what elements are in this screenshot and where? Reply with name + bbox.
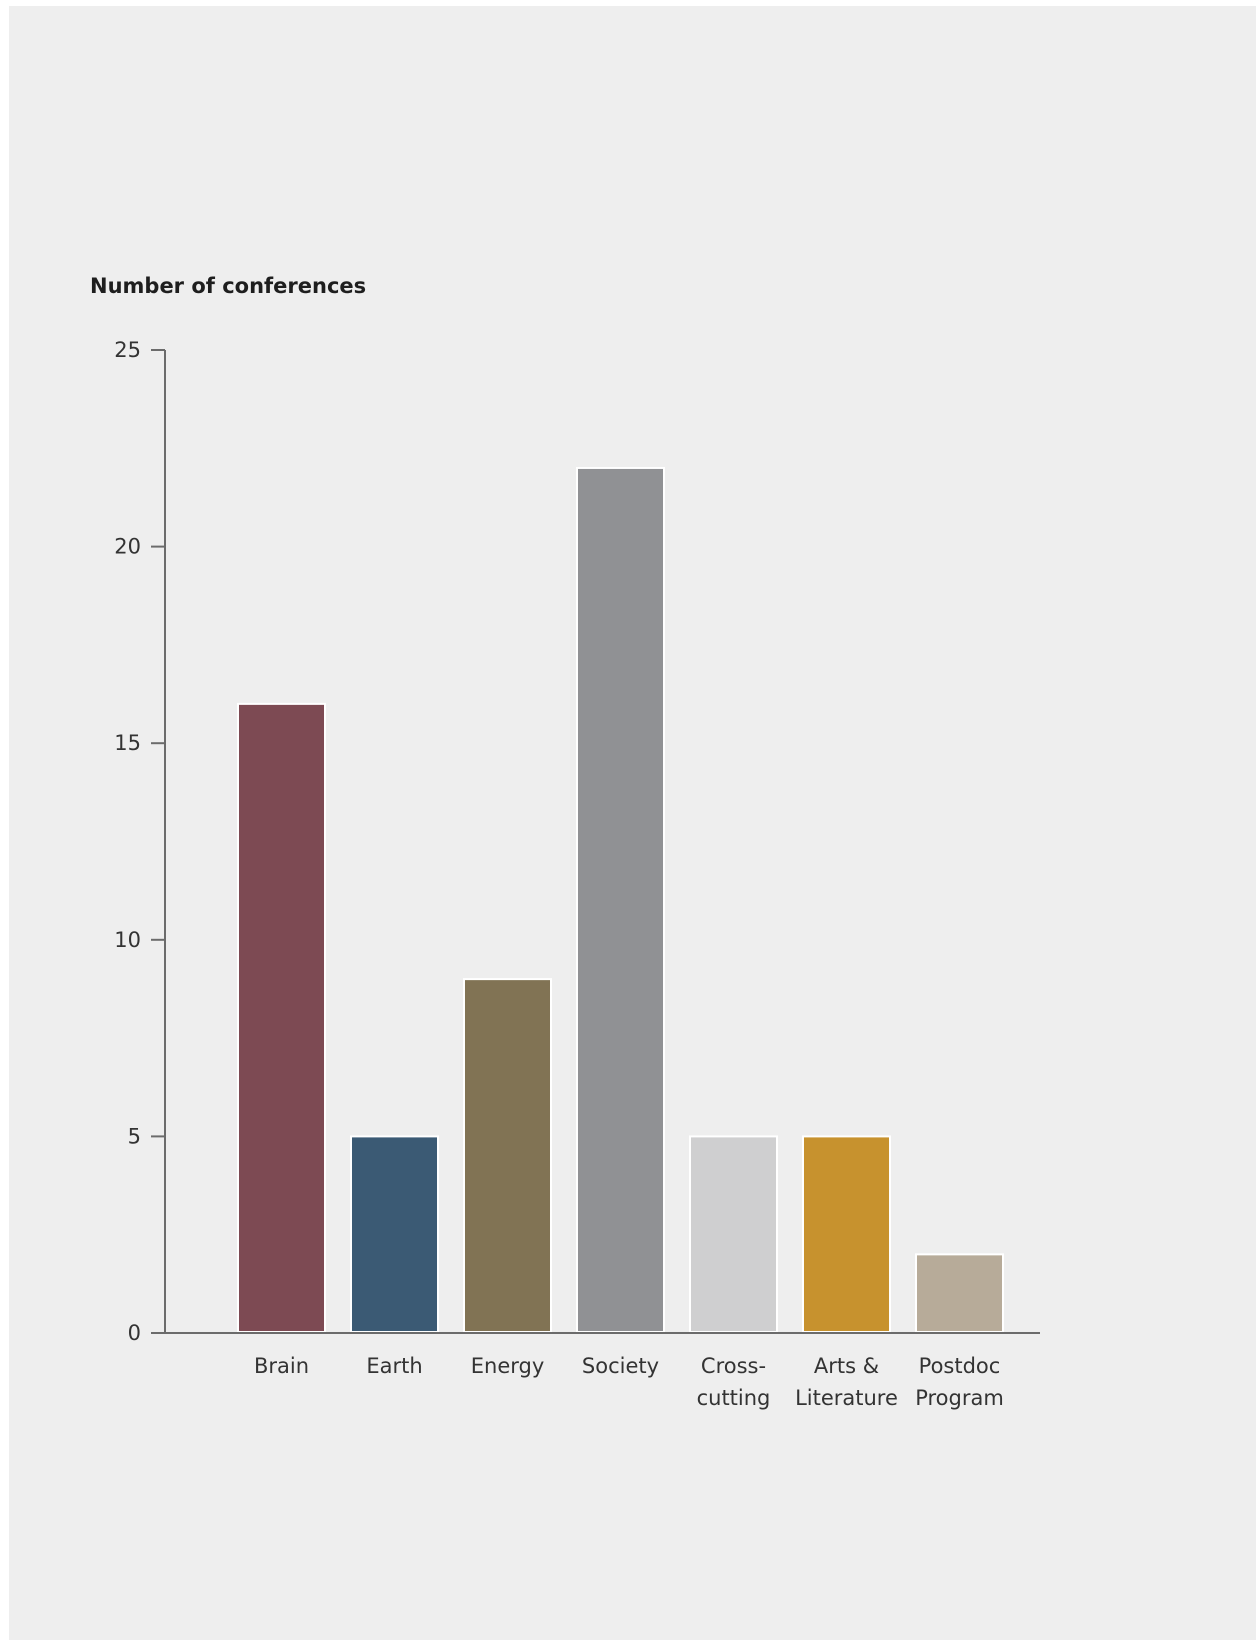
- category-label: Brain: [254, 1354, 309, 1378]
- y-tick-label: 10: [114, 928, 141, 952]
- bar: [689, 1135, 778, 1334]
- bar: [802, 1135, 891, 1334]
- category-label: Program: [915, 1386, 1004, 1410]
- y-tick-label: 20: [114, 535, 141, 559]
- category-label: Cross-: [701, 1354, 766, 1378]
- category-label: Energy: [471, 1354, 545, 1378]
- y-tick-label: 15: [114, 731, 141, 755]
- bar: [915, 1253, 1004, 1333]
- y-tick-label: 25: [114, 338, 141, 362]
- y-tick-label: 0: [128, 1321, 141, 1345]
- category-label: Literature: [795, 1386, 898, 1410]
- y-tick-label: 5: [128, 1124, 141, 1148]
- bar: [237, 702, 326, 1333]
- category-label: Postdoc: [919, 1354, 1001, 1378]
- category-label: Earth: [366, 1354, 422, 1378]
- bar: [576, 466, 665, 1333]
- category-label: Arts &: [814, 1354, 879, 1378]
- category-label: cutting: [697, 1386, 771, 1410]
- category-label: Society: [582, 1354, 659, 1378]
- bar: [350, 1135, 439, 1334]
- y-axis-ticks: 0 5 10 15 20 25: [114, 338, 165, 1345]
- bar: [463, 978, 552, 1333]
- category-labels: Brain Earth Energy Society Cross-cutting Arts…: [254, 1354, 1004, 1410]
- y-axis-title: Number of conferences: [90, 274, 366, 298]
- bars: [237, 466, 1004, 1334]
